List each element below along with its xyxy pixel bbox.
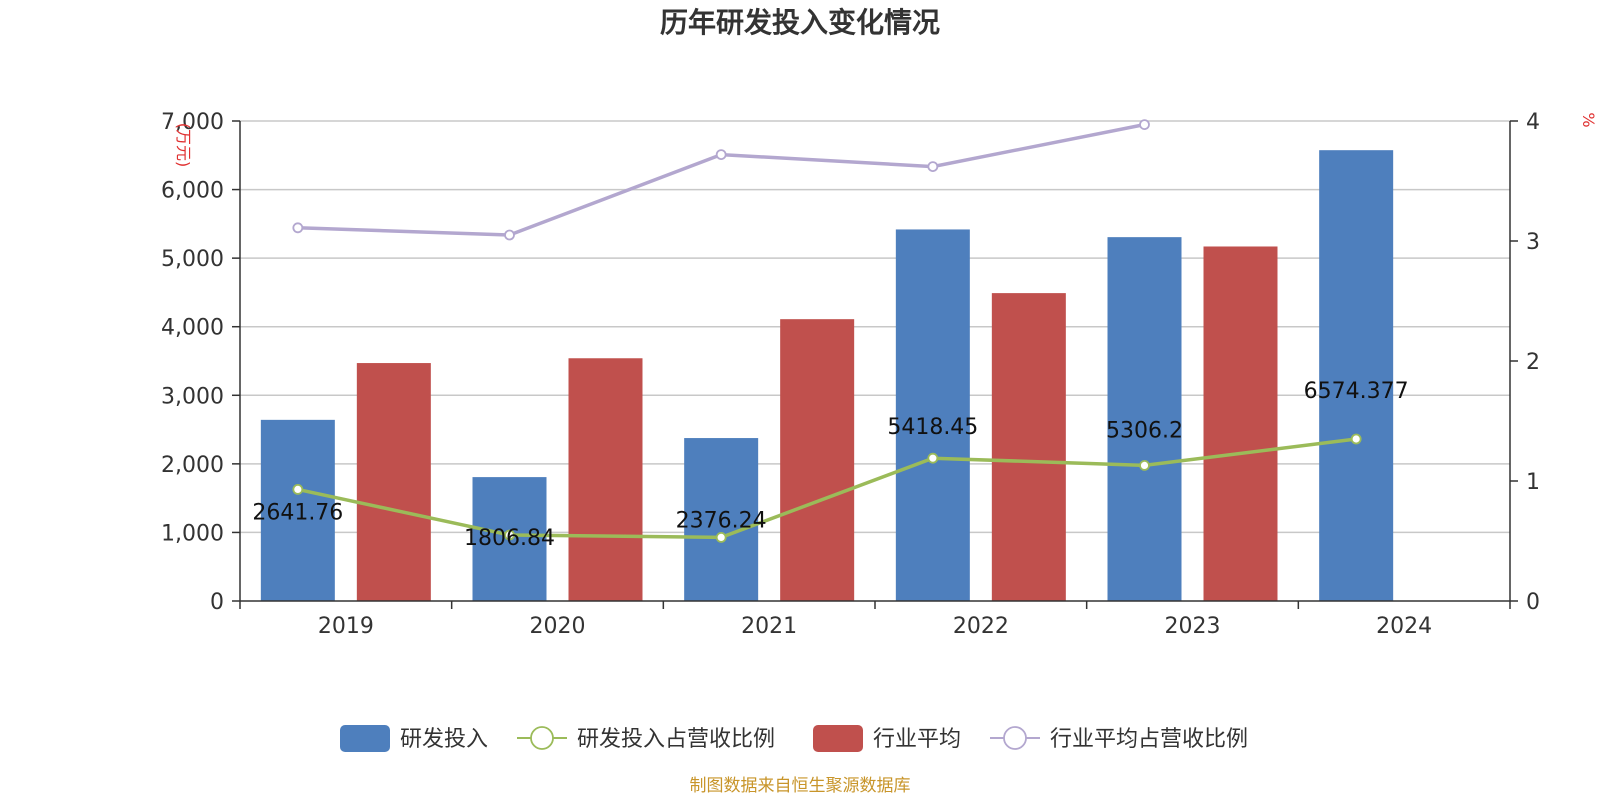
bar-data-label: 5418.45 [887, 415, 978, 440]
right-tick-label: 2 [1526, 350, 1540, 375]
left-tick-label: 0 [210, 590, 224, 615]
bar-rd-investment [1319, 150, 1394, 601]
axes: 01,0002,0003,0004,0005,0006,0007,0000123… [161, 110, 1540, 639]
bar-data-label: 2376.24 [676, 509, 767, 534]
x-tick-label: 2019 [318, 614, 374, 639]
line-rd-ratio-point [1350, 433, 1362, 445]
bar-rd-investment [260, 419, 335, 601]
left-tick-label: 6,000 [161, 179, 224, 204]
bar-data-label: 2641.76 [252, 500, 343, 525]
line-industry-ratio-point [715, 149, 727, 161]
bar-data-label: 5306.2 [1106, 418, 1183, 443]
bar-industry-average [356, 363, 431, 601]
bar-rd-investment [684, 438, 759, 601]
left-tick-label: 7,000 [161, 110, 224, 135]
chart-title: 历年研发投入变化情况 [660, 6, 940, 39]
line-rd-ratio-point [715, 532, 727, 543]
line-industry-ratio-point [292, 222, 304, 234]
line-industry-ratio-point [1139, 119, 1150, 130]
left-tick-label: 4,000 [161, 316, 224, 341]
x-tick-label: 2024 [1376, 614, 1432, 639]
grid [240, 120, 1510, 534]
left-tick-label: 3,000 [161, 384, 224, 409]
left-tick-label: 2,000 [161, 453, 224, 478]
line-rd-ratio-point [292, 483, 304, 495]
legend-label: 研发投入 [400, 727, 488, 752]
bars [260, 150, 1394, 601]
legend-swatch-marker [1003, 726, 1027, 750]
right-tick-label: 3 [1526, 230, 1540, 255]
legend-swatch-bar [340, 725, 390, 752]
right-tick-label: 0 [1526, 590, 1540, 615]
legend-label: 行业平均 [873, 727, 961, 752]
line-rd-ratio-point [1139, 459, 1150, 471]
bar-industry-average [1203, 246, 1278, 601]
x-tick-label: 2021 [741, 614, 797, 639]
x-tick-label: 2023 [1165, 614, 1221, 639]
line-industry-ratio-point [927, 161, 939, 173]
bar-rd-investment [895, 229, 970, 601]
line-rd-ratio-point [927, 452, 939, 464]
data-labels: 2641.76 1806.84 2376.24 5418.45 5306.2 6574.3… [252, 379, 1408, 551]
right-tick-label: 1 [1526, 470, 1540, 495]
lines [292, 119, 1362, 543]
legend-label: 行业平均占营收比例 [1050, 727, 1248, 752]
bar-industry-average [991, 293, 1066, 601]
bar-rd-investment [1107, 237, 1182, 601]
right-axis-unit: % [1579, 112, 1598, 127]
bar-data-label: 6574.377 [1304, 379, 1409, 404]
bar-industry-average [568, 358, 643, 601]
legend: 研发投入 研发投入占营收比例 行业平均 行业平均占营收比例 [340, 725, 1248, 752]
legend-label: 研发投入占营收比例 [577, 727, 775, 752]
left-tick-label: 5,000 [161, 247, 224, 272]
x-tick-label: 2020 [530, 614, 586, 639]
legend-swatch-marker [530, 726, 554, 750]
line-rd-ratio-point [504, 529, 515, 541]
line-industry-ratio [297, 122, 1145, 237]
legend-swatch-bar [813, 725, 863, 752]
right-tick-label: 4 [1526, 110, 1540, 135]
source-note: 制图数据来自恒生聚源数据库 [690, 776, 911, 796]
bar-industry-average [780, 319, 855, 601]
x-tick-label: 2022 [953, 614, 1009, 639]
left-axis-unit: (万元) [174, 123, 193, 168]
line-industry-ratio-point [504, 229, 515, 241]
line-rd-ratio [297, 437, 1357, 540]
bar-data-label: 1806.84 [464, 526, 555, 551]
left-tick-label: 1,000 [161, 521, 224, 546]
